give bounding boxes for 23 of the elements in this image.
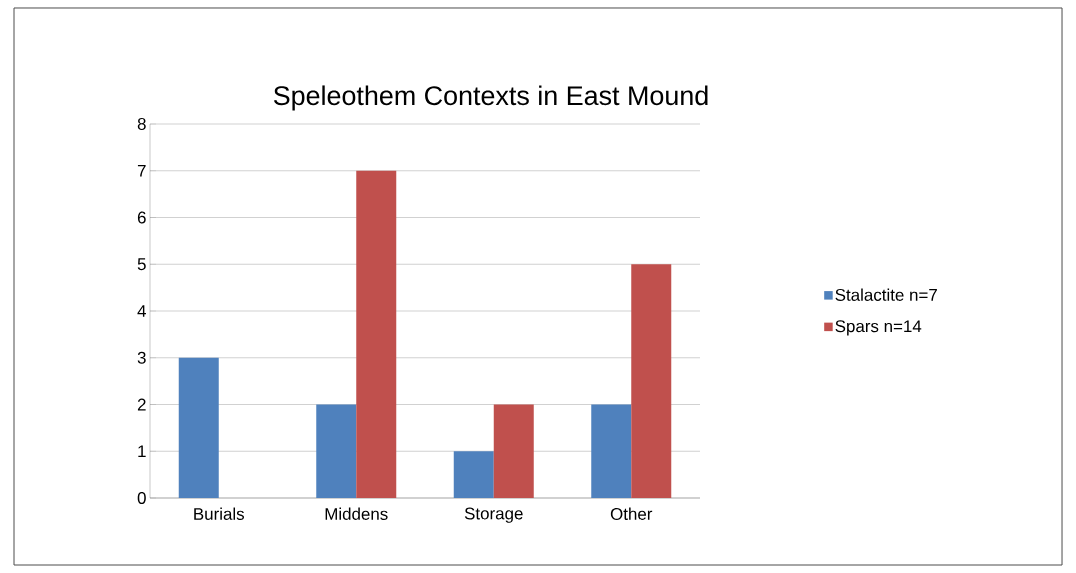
- bar: [316, 404, 357, 498]
- x-tick-label: Storage: [464, 507, 523, 523]
- y-tick-label: 5: [137, 258, 146, 271]
- x-tick-label: Burials: [194, 507, 245, 520]
- x-tick-label: Middens: [325, 507, 388, 520]
- legend-label: Stalactite n=7: [835, 288, 937, 301]
- bar: [178, 357, 219, 498]
- bar: [356, 170, 397, 498]
- bar: [453, 451, 494, 498]
- legend-label: Spars n=14: [835, 320, 922, 336]
- bar: [631, 264, 672, 498]
- x-tick-label: Other: [610, 507, 653, 520]
- chart-title: Speleothem Contexts in East Mound: [273, 85, 708, 111]
- bar: [493, 404, 534, 498]
- y-tick-label: 3: [137, 351, 146, 364]
- y-tick-label: 7: [137, 164, 146, 177]
- y-tick-label: 2: [137, 398, 146, 411]
- y-tick-label: 4: [137, 305, 146, 317]
- y-tick-label: 1: [138, 445, 146, 458]
- bar: [591, 404, 632, 498]
- y-tick-label: 6: [137, 211, 146, 224]
- y-tick-label: 0: [137, 492, 146, 504]
- y-tick-label: 8: [137, 118, 146, 131]
